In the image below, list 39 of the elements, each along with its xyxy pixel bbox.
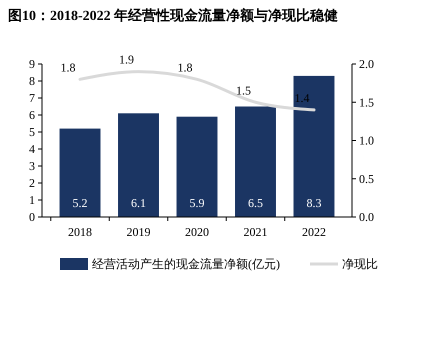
x-tick-label: 2019 bbox=[126, 225, 151, 239]
bar bbox=[294, 76, 334, 217]
bar bbox=[118, 113, 159, 217]
data-label: 1.4 bbox=[294, 90, 310, 105]
x-tick-label: 2021 bbox=[243, 225, 268, 239]
y2-tick-label: 2.0 bbox=[359, 57, 374, 71]
data-label: 8.3 bbox=[306, 196, 322, 210]
y-tick-label: 2 bbox=[29, 176, 35, 190]
y-tick-label: 6 bbox=[29, 108, 35, 122]
y-tick-label: 7 bbox=[29, 91, 35, 105]
y2-tick-label: 0.0 bbox=[359, 210, 374, 224]
y-tick-label: 0 bbox=[29, 210, 35, 224]
data-label: 6.1 bbox=[131, 196, 146, 210]
data-label: 1.9 bbox=[119, 52, 134, 67]
data-label: 1.8 bbox=[178, 60, 192, 74]
data-label: 6.5 bbox=[248, 196, 263, 210]
bar bbox=[176, 116, 218, 217]
y2-tick-label: 1.5 bbox=[359, 95, 374, 110]
data-label: 1.8 bbox=[60, 60, 76, 74]
data-label: 1.5 bbox=[236, 83, 251, 98]
y2-tick-label: 1.0 bbox=[359, 134, 374, 148]
chart-title: 图10：2018-2022 年经营性现金流量净额与净现比稳健 bbox=[8, 7, 338, 24]
y-tick-label: 3 bbox=[29, 159, 35, 173]
y2-tick-label: 0.5 bbox=[359, 172, 374, 186]
data-label: 5.2 bbox=[72, 196, 88, 210]
x-tick-label: 2022 bbox=[302, 225, 326, 239]
y-tick-label: 5 bbox=[29, 125, 35, 139]
data-label: 5.9 bbox=[190, 196, 204, 210]
legend-label: 经营活动产生的现金流量净额(亿元) bbox=[92, 257, 280, 271]
y-tick-label: 1 bbox=[29, 193, 35, 207]
y-tick-label: 9 bbox=[29, 57, 35, 71]
y-tick-label: 8 bbox=[29, 74, 35, 88]
y-tick-label: 4 bbox=[29, 142, 35, 156]
bar bbox=[60, 128, 100, 217]
x-tick-label: 2018 bbox=[68, 225, 92, 239]
x-tick-label: 2020 bbox=[185, 225, 209, 239]
line-series bbox=[78, 70, 316, 112]
bar bbox=[235, 106, 276, 217]
legend-label: 净现比 bbox=[342, 257, 378, 271]
